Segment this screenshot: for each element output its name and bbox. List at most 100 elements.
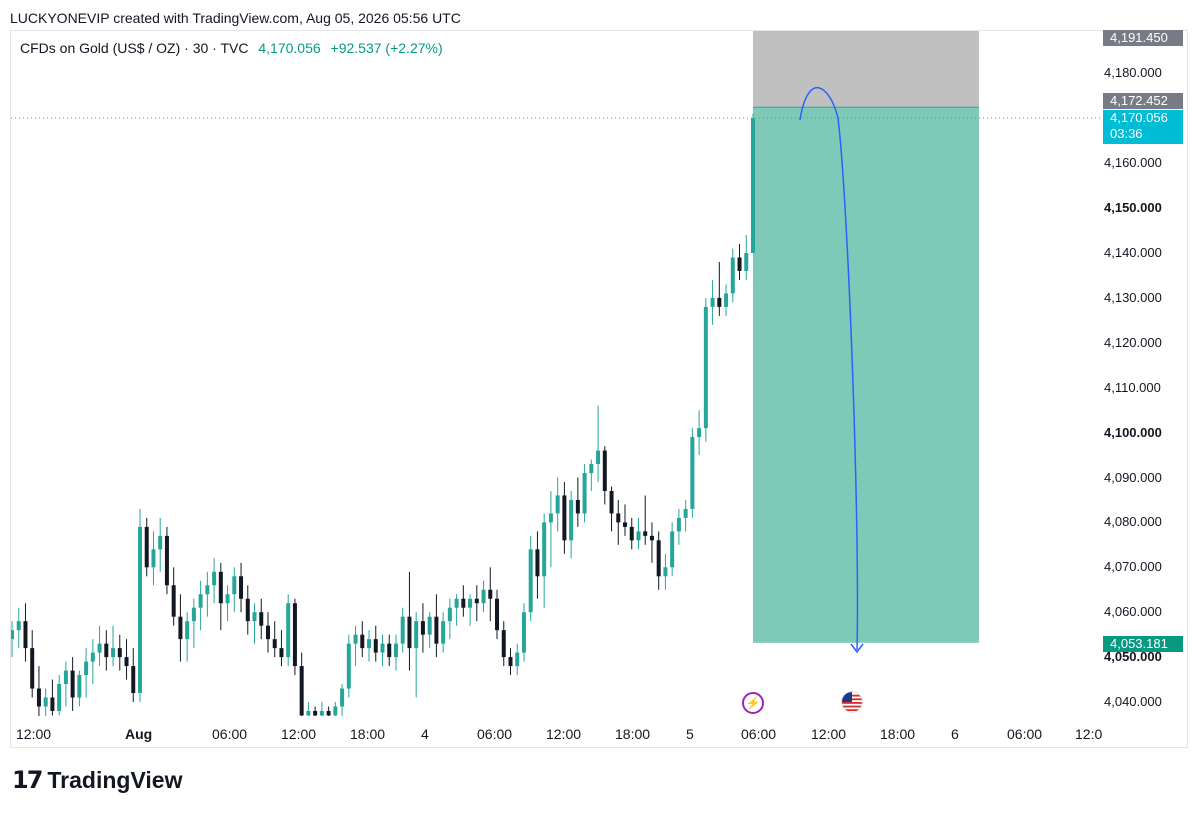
time-axis-label: 18:00 — [350, 726, 386, 742]
candle-up — [393, 643, 398, 658]
candle-down — [434, 616, 439, 644]
time-axis-label: Aug — [125, 726, 153, 742]
candle-up — [589, 464, 594, 474]
candle-up — [225, 594, 230, 604]
entry-level-tag: 4,172.452 — [1103, 93, 1183, 109]
candle-up — [57, 684, 62, 711]
candle-down — [164, 535, 169, 586]
candle-up — [111, 648, 116, 658]
projection-arrowhead — [850, 643, 864, 654]
candle-up — [515, 652, 520, 667]
candle-up — [353, 634, 358, 644]
candle-down — [360, 634, 365, 649]
candle-down — [50, 697, 55, 711]
time-axis-label: 12:00 — [16, 726, 52, 742]
candle-down — [623, 522, 628, 527]
candle-up — [548, 513, 553, 523]
candle-up — [542, 522, 547, 577]
candle-up — [582, 473, 587, 514]
candle-up — [340, 688, 345, 707]
candle-down — [124, 657, 129, 667]
candle-up — [97, 643, 102, 653]
candle-up — [636, 531, 641, 541]
candle-up — [751, 118, 755, 253]
candle-up — [596, 450, 601, 465]
candle-down — [218, 571, 223, 604]
price-axis-label: 4,180.000 — [1104, 65, 1162, 81]
candle-down — [299, 666, 304, 716]
candle-up — [528, 549, 533, 613]
price-axis-label: 4,140.000 — [1104, 245, 1162, 260]
candle-up — [569, 499, 574, 541]
symbol-name[interactable]: CFDs on Gold (US$ / OZ) · 30 · TVC — [20, 40, 249, 56]
us-flag-icon[interactable] — [841, 691, 863, 713]
symbol-legend[interactable]: CFDs on Gold (US$ / OZ) · 30 · TVC 4,170… — [20, 40, 443, 56]
candle-up — [11, 630, 14, 640]
candle-up — [724, 293, 729, 307]
candle-down — [144, 526, 149, 568]
tradingview-logo[interactable]: 17 TradingView — [12, 766, 182, 794]
candles-group — [11, 113, 755, 716]
candle-down — [629, 526, 634, 541]
candle-up — [380, 643, 385, 653]
candle-down — [609, 490, 614, 514]
time-axis-label: 18:00 — [615, 726, 651, 742]
tradingview-wordmark: TradingView — [47, 766, 183, 793]
candle-up — [703, 306, 708, 429]
candle-down — [501, 630, 506, 658]
candle-down — [239, 576, 244, 599]
price-axis-label: 4,130.000 — [1104, 289, 1162, 305]
candle-up — [481, 589, 486, 604]
time-axis-label: 06:00 — [477, 726, 513, 742]
candle-up — [137, 526, 142, 694]
chart-credit: LUCKYONEVIP created with TradingView.com… — [10, 10, 461, 26]
candle-up — [333, 706, 338, 716]
price-axis-label: 4,080.000 — [1104, 514, 1162, 530]
candle-down — [420, 621, 425, 635]
time-axis-label: 4 — [421, 726, 429, 742]
price-axis-label: 4,050.000 — [1104, 649, 1162, 665]
candle-up — [447, 607, 452, 622]
candle-down — [562, 495, 567, 541]
time-axis-label: 06:00 — [212, 726, 248, 742]
candle-up — [158, 535, 163, 550]
price-axis-label: 4,040.000 — [1104, 694, 1162, 709]
candle-up — [43, 697, 48, 707]
time-axis-label: 12:00 — [281, 726, 317, 742]
candle-down — [717, 297, 722, 307]
candle-down — [30, 648, 35, 689]
candle-up — [710, 297, 715, 307]
candle-up — [16, 621, 21, 631]
candle-down — [131, 666, 136, 694]
candle-up — [468, 598, 473, 608]
candle-down — [259, 612, 264, 626]
candle-up — [151, 549, 156, 568]
target-level-tag: 4,053.181 — [1103, 636, 1183, 652]
projection-arrow — [799, 86, 859, 651]
candle-up — [454, 598, 459, 608]
price-axis-label: 4,150.000 — [1104, 200, 1162, 216]
last-price-tag: 4,170.056 03:36 — [1103, 110, 1183, 144]
candle-up — [414, 621, 419, 649]
candle-down — [461, 598, 466, 608]
candle-down — [656, 540, 661, 577]
time-axis-label: 06:00 — [1007, 726, 1043, 742]
time-axis-label: 18:00 — [880, 726, 916, 742]
candle-up — [367, 639, 372, 649]
candle-up — [744, 253, 749, 271]
candle-up — [286, 603, 291, 658]
symbol-last-price: 4,170.056 — [258, 40, 321, 56]
lightning-icon[interactable]: ⚡ — [742, 692, 764, 714]
candle-up — [191, 607, 196, 622]
chart-pane[interactable] — [10, 30, 1188, 748]
candle-down — [488, 589, 493, 599]
candle-up — [690, 437, 695, 509]
symbol-change: +92.537 (+2.27%) — [330, 40, 443, 56]
candle-down — [279, 648, 284, 658]
last-price-value: 4,170.056 — [1110, 110, 1168, 125]
candle-down — [326, 710, 331, 716]
price-axis-label: 4,120.000 — [1104, 334, 1162, 350]
candle-down — [313, 710, 318, 716]
price-axis-label: 4,070.000 — [1104, 559, 1162, 575]
